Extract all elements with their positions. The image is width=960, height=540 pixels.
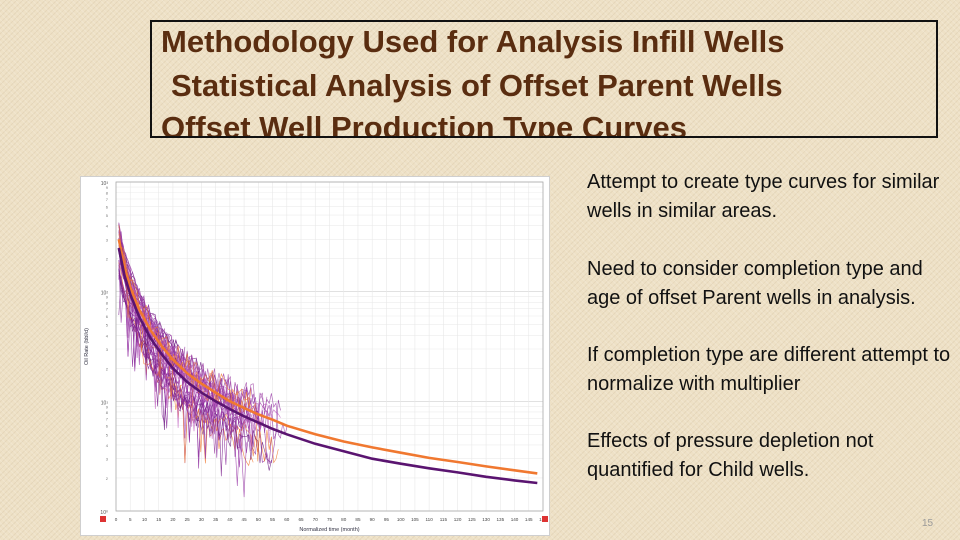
- y-tick-label: 10³: [101, 181, 109, 187]
- y-minor-tick-label: 2: [106, 476, 109, 481]
- plot-frame: [115, 181, 544, 512]
- y-minor-tick-label: 2: [106, 366, 109, 371]
- corner-icon-right: [542, 516, 548, 522]
- x-tick-label: 35: [213, 517, 219, 522]
- y-minor-tick-label: 9: [106, 404, 109, 409]
- title-line-3: Offset Well Production Type Curves: [161, 110, 687, 138]
- x-tick-label: 30: [199, 517, 205, 522]
- well-trace-line: [118, 222, 268, 415]
- y-tick-label: 10¹: [101, 400, 109, 406]
- x-tick-label: 5: [129, 517, 132, 522]
- y-minor-tick-label: 6: [106, 424, 109, 429]
- x-tick-label: 95: [384, 517, 390, 522]
- x-tick-label: 110: [425, 517, 433, 522]
- x-tick-label: 50: [256, 517, 262, 522]
- y-minor-tick-label: 6: [106, 204, 109, 209]
- type-curve-chart-panel: 2 3 4 5 6 7 8 9 2 3 4 5 6 7 8 9 2 3 4 5 6 7 8 9 10⁰ 10¹ 10² 10³ 0 5 10…: [80, 176, 550, 536]
- well-trace-line: [118, 240, 206, 427]
- orange-type-curve-line: [117, 239, 538, 475]
- y-minor-tick-label: 6: [106, 314, 109, 319]
- x-tick-label: 10: [142, 517, 148, 522]
- x-tick-label: 55: [270, 517, 276, 522]
- well-trace-line: [118, 263, 174, 407]
- x-tick-label: 130: [482, 517, 490, 522]
- x-tick-label: 80: [341, 517, 347, 522]
- y-minor-tick-label: 5: [106, 323, 109, 328]
- title-box: Methodology Used for Analysis Infill Wel…: [150, 20, 938, 138]
- y-minor-tick-label: 4: [106, 443, 109, 448]
- x-tick-label: 135: [496, 517, 504, 522]
- y-tick-label: 10⁰: [100, 510, 108, 516]
- well-trace-line: [118, 238, 281, 457]
- x-tick-label: 120: [454, 517, 462, 522]
- y-minor-tick-label: 9: [106, 185, 109, 190]
- y-tick-label: 10²: [101, 291, 109, 297]
- title-line-1: Methodology Used for Analysis Infill Wel…: [161, 24, 785, 59]
- x-tick-label: 45: [242, 517, 248, 522]
- x-tick-label: 65: [298, 517, 304, 522]
- title-line-2: Statistical Analysis of Offset Parent We…: [171, 68, 783, 103]
- y-minor-tick-label: 3: [106, 457, 109, 462]
- x-tick-label: 85: [355, 517, 361, 522]
- y-minor-tick-label: 3: [106, 347, 109, 352]
- x-tick-label: 100: [397, 517, 405, 522]
- y-minor-tick-label: 5: [106, 432, 109, 437]
- y-minor-tick-label: 4: [106, 333, 109, 338]
- bullet-2: Need to consider completion type and age…: [587, 258, 923, 309]
- well-trace-line: [118, 222, 252, 411]
- bullet-list: Attempt to create type curves for simila…: [587, 168, 959, 484]
- bullet-1: Attempt to create type curves for simila…: [587, 171, 940, 222]
- y-minor-tick-label: 8: [106, 191, 109, 196]
- y-minor-tick-label: 7: [106, 307, 109, 312]
- well-trace-line: [118, 251, 279, 465]
- y-minor-tick-label: 8: [106, 300, 109, 305]
- y-minor-tick-label: 4: [106, 224, 109, 229]
- x-tick-label: 70: [313, 517, 319, 522]
- y-minor-tick-label: 7: [106, 197, 109, 202]
- x-tick-label: 140: [511, 517, 519, 522]
- page-number: 15: [922, 518, 934, 529]
- purple-type-curve-line: [117, 247, 538, 485]
- x-tick-label: 25: [185, 517, 191, 522]
- well-trace-line: [118, 249, 243, 468]
- x-tick-label: 90: [370, 517, 376, 522]
- y-minor-tick-label: 8: [106, 410, 109, 415]
- y-minor-tick-label: 2: [106, 257, 109, 262]
- x-tick-label: 75: [327, 517, 333, 522]
- y-minor-tick-label: 5: [106, 213, 109, 218]
- x-tick-label: 105: [411, 517, 419, 522]
- x-tick-label: 15: [156, 517, 162, 522]
- bullet-3: If completion type are different attempt…: [587, 344, 951, 395]
- x-axis-label: Normalized time (month): [299, 527, 359, 533]
- y-minor-tick-label: 3: [106, 237, 109, 242]
- x-tick-label: 20: [170, 517, 176, 522]
- x-tick-label: 115: [440, 517, 448, 522]
- bullet-4: Effects of pressure depletion not quanti…: [587, 430, 874, 481]
- x-tick-label: 40: [227, 517, 233, 522]
- y-minor-tick-label: 7: [106, 416, 109, 421]
- corner-icon-left: [100, 516, 106, 522]
- y-minor-tick-label: 9: [106, 295, 109, 300]
- x-tick-label: 0: [115, 517, 118, 522]
- x-tick-label: 125: [468, 517, 476, 522]
- x-tick-label: 60: [284, 517, 290, 522]
- x-tick-label: 145: [525, 517, 533, 522]
- y-axis-label: Oil Rate (bbl/d): [84, 328, 90, 365]
